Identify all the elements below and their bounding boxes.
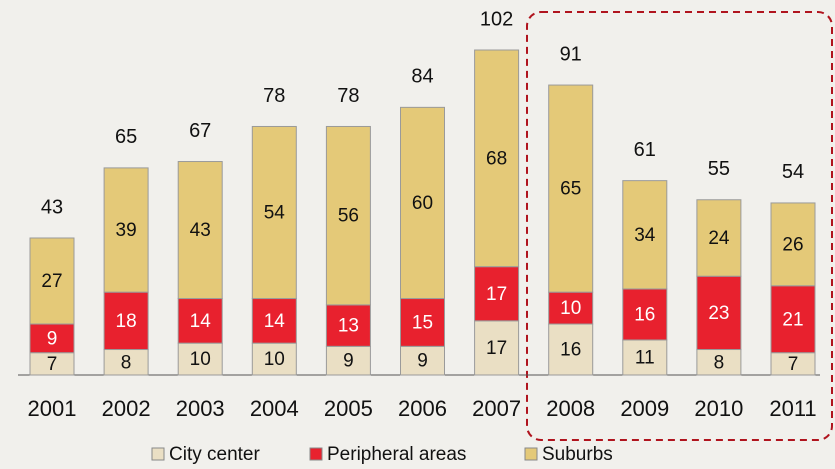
total-label: 55 [708,158,730,180]
highlight-box [526,11,833,441]
bar-segment [622,339,668,376]
segment-label: 16 [560,340,581,361]
segment-label: 60 [412,193,433,214]
total-label: 102 [480,8,513,30]
segment-label: 17 [486,338,507,359]
total-label: 84 [411,66,433,88]
x-tick-label: 2006 [398,396,447,421]
bar-segment [696,199,742,277]
segment-label: 7 [47,354,58,375]
total-label: 78 [263,85,285,107]
x-tick-label: 2008 [546,396,595,421]
total-label: 91 [560,43,582,65]
segment-label: 8 [121,352,132,373]
total-label: 54 [782,161,804,183]
total-label: 67 [189,120,211,142]
bar-segment [29,237,75,325]
bar-segment [622,180,668,290]
bar-segment [177,298,223,344]
bar-segment [548,291,594,325]
legend-swatch [524,447,538,461]
bar-segment [696,349,742,376]
legend-label: Suburbs [542,444,613,465]
bar-segment [474,266,520,322]
legend-swatch [151,447,165,461]
total-label: 43 [41,196,63,218]
bar-segment [474,320,520,376]
x-tick-label: 2002 [102,396,151,421]
x-tick-label: 2005 [324,396,373,421]
segment-label: 27 [41,271,62,292]
bar-segment [251,342,297,376]
segment-label: 21 [782,309,803,330]
x-tick-label: 2001 [28,396,77,421]
segment-label: 68 [486,148,507,169]
bar-segment [770,202,816,287]
bar-segment [696,275,742,351]
x-tick-label: 2007 [472,396,521,421]
segment-label: 14 [264,311,286,332]
segment-label: 43 [190,220,211,241]
segment-label: 26 [782,234,803,255]
bar-segment [251,125,297,300]
segment-label: 39 [116,220,137,241]
x-tick-label: 2004 [250,396,299,421]
segment-label: 10 [560,298,581,319]
segment-label: 10 [264,349,285,370]
segment-label: 11 [635,347,655,368]
segment-label: 9 [343,351,354,372]
x-tick-label: 2010 [694,396,743,421]
bar-segment [400,106,445,300]
segment-label: 16 [634,304,655,325]
x-tick-label: 2011 [769,396,816,421]
bar-segment [177,342,223,376]
segment-label: 13 [338,316,359,337]
segment-label: 9 [417,351,428,372]
bar-segment [474,49,520,268]
segment-label: 54 [264,203,286,224]
segment-label: 24 [708,228,730,249]
segment-label: 9 [47,328,58,349]
total-label: 78 [337,85,359,107]
bar-segment [622,288,668,341]
legend-swatch [309,447,323,461]
x-tick-label: 2003 [176,396,225,421]
segment-label: 14 [190,311,212,332]
x-tick-label: 2009 [620,396,669,421]
bar-segment [400,345,445,376]
bar-segment [177,161,223,300]
segment-label: 15 [412,312,433,333]
bar-segment [400,298,445,347]
bar-segment [29,323,75,354]
total-label: 65 [115,126,137,148]
segment-label: 65 [560,179,581,200]
bar-segment [325,125,371,306]
segment-label: 56 [338,206,359,227]
segment-label: 8 [714,352,725,373]
segment-label: 23 [708,303,729,324]
bar-segment [103,167,149,293]
segment-label: 17 [486,284,507,305]
legend-label: Peripheral areas [327,444,466,465]
bar-segment [548,84,594,293]
segment-label: 34 [634,225,656,246]
segment-label: 10 [190,349,211,370]
legend-label: City center [169,444,260,465]
bar-segment [325,304,371,347]
bar-segment [325,345,371,376]
total-label: 61 [634,139,656,161]
segment-label: 18 [116,311,137,332]
segment-label: 7 [788,354,799,375]
bar-segment [770,285,816,354]
